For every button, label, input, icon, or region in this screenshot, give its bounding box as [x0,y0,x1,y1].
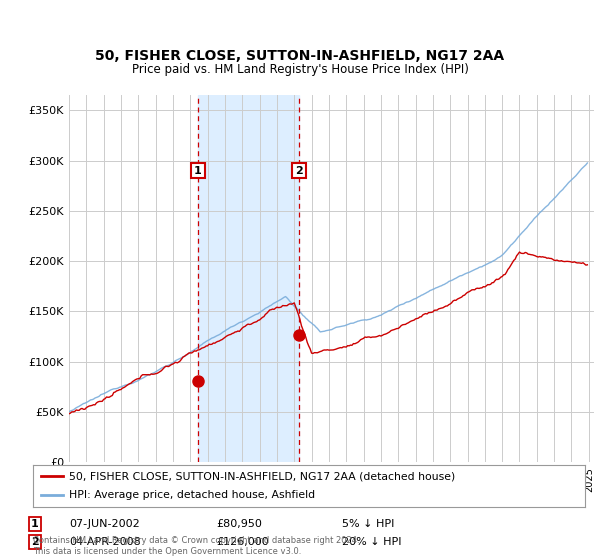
Text: 50, FISHER CLOSE, SUTTON-IN-ASHFIELD, NG17 2AA (detached house): 50, FISHER CLOSE, SUTTON-IN-ASHFIELD, NG… [69,471,455,481]
Text: 2: 2 [31,537,38,547]
Text: £80,950: £80,950 [216,519,262,529]
Text: Contains HM Land Registry data © Crown copyright and database right 2024.
This d: Contains HM Land Registry data © Crown c… [33,536,359,556]
Text: HPI: Average price, detached house, Ashfield: HPI: Average price, detached house, Ashf… [69,491,315,501]
Text: 20% ↓ HPI: 20% ↓ HPI [342,537,401,547]
Text: Price paid vs. HM Land Registry's House Price Index (HPI): Price paid vs. HM Land Registry's House … [131,63,469,76]
Text: 1: 1 [194,166,202,176]
Bar [198,95,299,462]
Text: 5% ↓ HPI: 5% ↓ HPI [342,519,394,529]
Text: 07-JUN-2002: 07-JUN-2002 [69,519,140,529]
Text: 2: 2 [295,166,303,176]
Text: 50, FISHER CLOSE, SUTTON-IN-ASHFIELD, NG17 2AA: 50, FISHER CLOSE, SUTTON-IN-ASHFIELD, NG… [95,49,505,63]
Text: 04-APR-2008: 04-APR-2008 [69,537,141,547]
Text: £126,000: £126,000 [216,537,269,547]
Text: 1: 1 [31,519,38,529]
